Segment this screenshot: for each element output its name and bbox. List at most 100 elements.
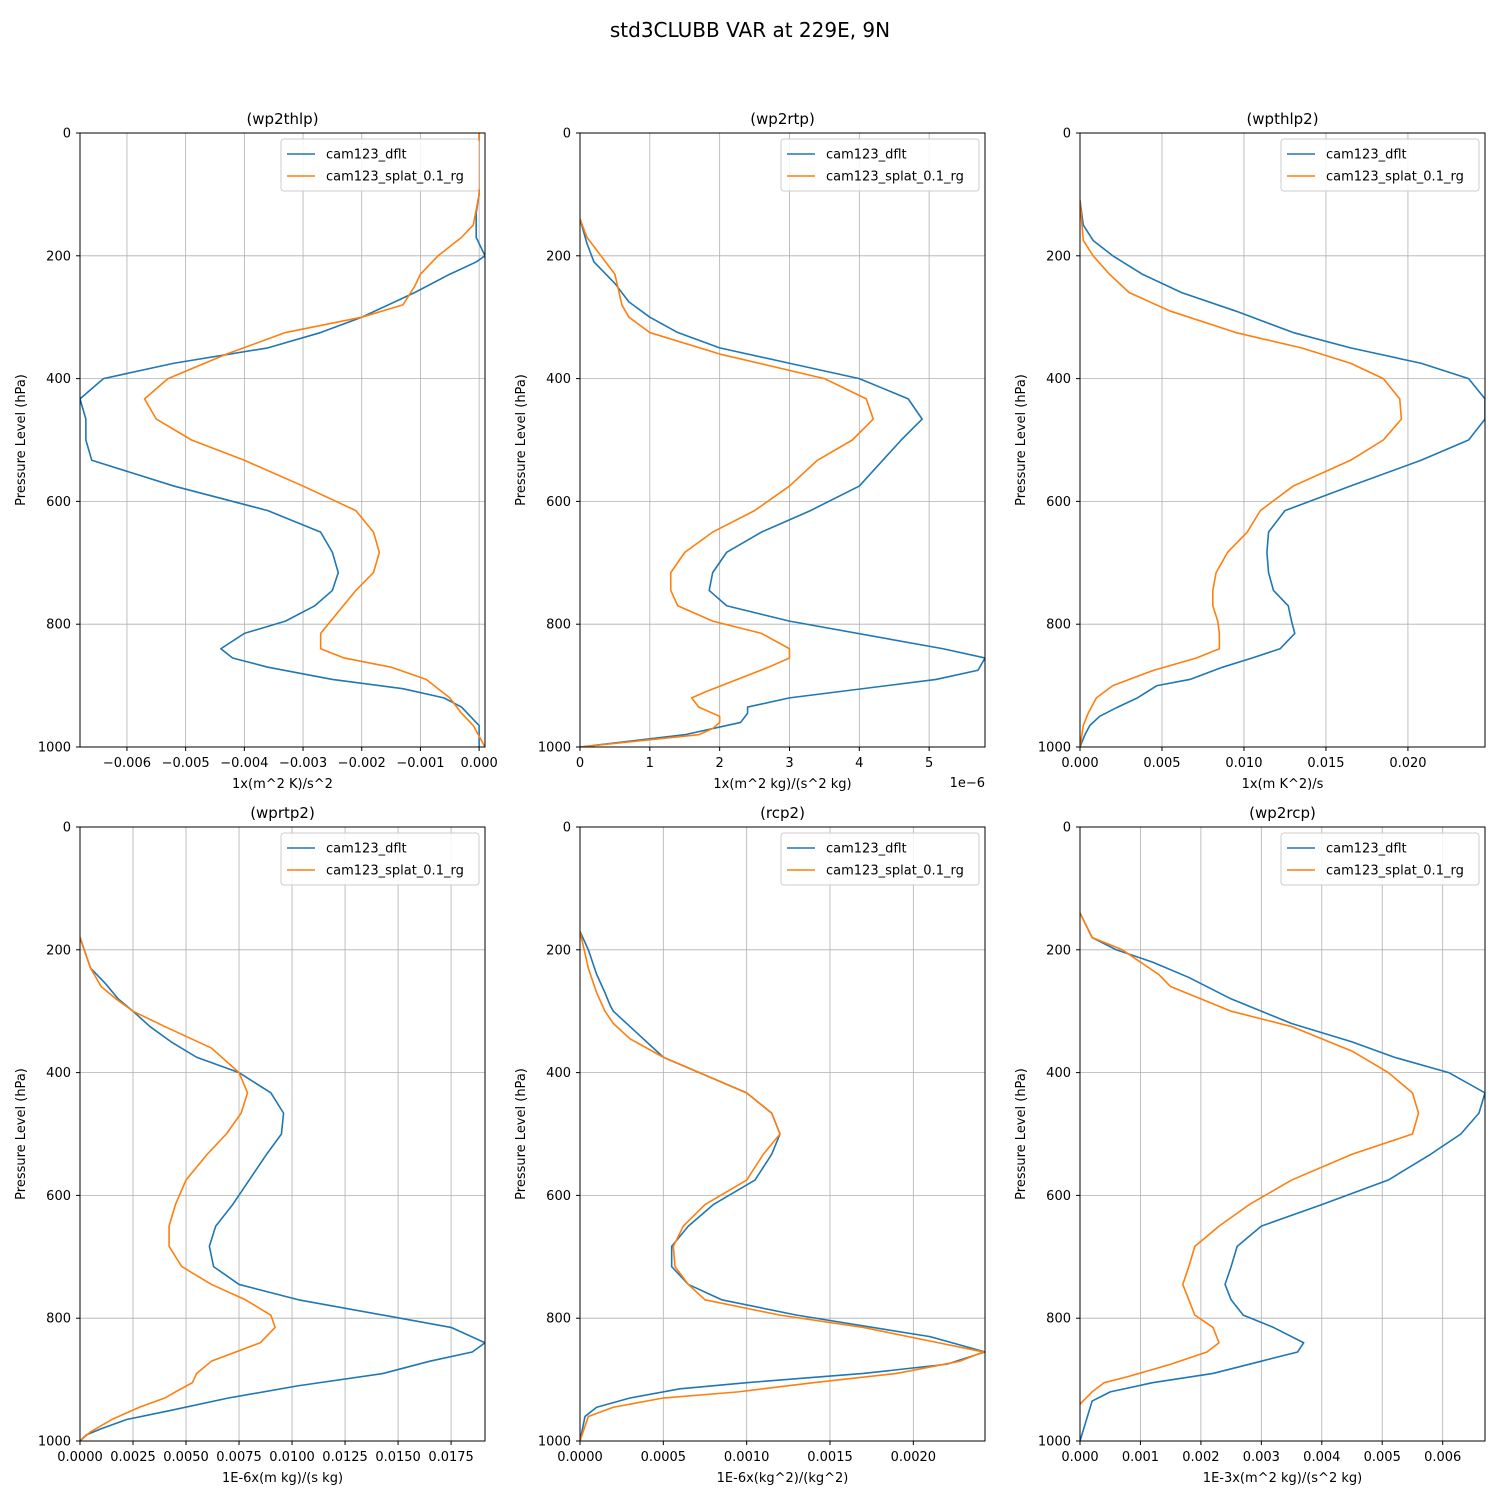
legend-label: cam123_splat_0.1_rg bbox=[326, 170, 464, 185]
legend: cam123_dflt cam123_splat_0.1_rg bbox=[280, 138, 480, 192]
legend-label: cam123_splat_0.1_rg bbox=[1326, 864, 1464, 879]
x-tick-label: 0.0125 bbox=[322, 1450, 368, 1465]
series-line-cam123_splat_0.1_rg bbox=[1080, 200, 1403, 747]
y-axis-label: Pressure Level (hPa) bbox=[14, 374, 29, 506]
x-tick-label: 0.000 bbox=[461, 756, 498, 771]
y-tick-label: 0 bbox=[63, 127, 71, 142]
series-line-cam123_splat_0.1_rg bbox=[580, 931, 985, 1441]
axes-frame bbox=[579, 132, 986, 748]
x-tick-label: 0.0020 bbox=[891, 1450, 937, 1465]
x-tick-label: 0.0025 bbox=[110, 1450, 156, 1465]
series-line-cam123_dflt bbox=[80, 937, 485, 1441]
x-tick-label: −0.004 bbox=[220, 756, 268, 771]
y-tick-label: 1000 bbox=[38, 1435, 71, 1450]
y-tick-label: 600 bbox=[46, 495, 71, 510]
subplot-title: (wp2rtp) bbox=[750, 110, 815, 128]
y-tick-label: 400 bbox=[46, 372, 71, 387]
y-axis-label: Pressure Level (hPa) bbox=[514, 374, 529, 506]
x-tick-label: 0.000 bbox=[1061, 1450, 1098, 1465]
y-tick-label: 1000 bbox=[538, 1435, 571, 1450]
legend-box bbox=[780, 138, 980, 192]
y-tick-label: 600 bbox=[546, 1189, 571, 1204]
series-line-cam123_dflt bbox=[1080, 912, 1485, 1441]
x-offset-label: 1e−6 bbox=[950, 776, 985, 791]
x-tick-label: 0.0075 bbox=[216, 1450, 262, 1465]
x-tick-label: 0.003 bbox=[1243, 1450, 1280, 1465]
legend-label: cam123_splat_0.1_rg bbox=[826, 170, 964, 185]
y-tick-label: 1000 bbox=[38, 741, 71, 756]
subplot-2: 0 1 2 3 4 5 0 200 400 600 800 1000 (wp2rtp) 1x(m^2 kg… bbox=[514, 110, 986, 792]
x-tick-label: 0.010 bbox=[1225, 756, 1262, 771]
legend-label: cam123_splat_0.1_rg bbox=[1326, 170, 1464, 185]
y-tick-label: 200 bbox=[46, 249, 71, 264]
x-tick-label: 1 bbox=[646, 756, 654, 771]
legend-box bbox=[1280, 138, 1480, 192]
axes-frame bbox=[79, 132, 486, 748]
y-tick-label: 800 bbox=[1046, 618, 1071, 633]
y-tick-label: 1000 bbox=[1038, 1435, 1071, 1450]
subplot-title: (rcp2) bbox=[760, 804, 805, 822]
x-tick-label: 3 bbox=[785, 756, 793, 771]
x-tick-label: 0.001 bbox=[1122, 1450, 1159, 1465]
y-tick-label: 1000 bbox=[1038, 741, 1071, 756]
x-tick-label: −0.002 bbox=[338, 756, 386, 771]
y-tick-label: 400 bbox=[1046, 372, 1071, 387]
legend-box bbox=[1280, 832, 1480, 886]
y-tick-label: 800 bbox=[1046, 1312, 1071, 1327]
x-tick-label: 0.0000 bbox=[57, 1450, 103, 1465]
subplot-5: 0.0000 0.0005 0.0010 0.0015 0.0020 0 200 400 600… bbox=[514, 804, 986, 1486]
series-line-cam123_splat_0.1_rg bbox=[1080, 912, 1420, 1405]
x-tick-label: 2 bbox=[716, 756, 724, 771]
x-tick-label: 0.0005 bbox=[641, 1450, 687, 1465]
x-tick-label: 0.0000 bbox=[557, 1450, 603, 1465]
x-tick-label: 0.015 bbox=[1307, 756, 1344, 771]
legend-box bbox=[780, 832, 980, 886]
axes-frame bbox=[79, 826, 486, 1442]
x-tick-label: −0.005 bbox=[162, 756, 210, 771]
subplot-title: (wp2rcp) bbox=[1249, 804, 1316, 822]
subplot-title: (wpthlp2) bbox=[1246, 110, 1318, 128]
x-tick-label: −0.006 bbox=[103, 756, 151, 771]
x-tick-label: −0.003 bbox=[279, 756, 327, 771]
y-tick-label: 200 bbox=[546, 943, 571, 958]
subplot-6: 0.000 0.001 0.002 0.003 0.004 0.005 0.006 0 200 4… bbox=[1014, 804, 1486, 1486]
legend: cam123_dflt cam123_splat_0.1_rg bbox=[1280, 832, 1480, 886]
series-line-cam123_splat_0.1_rg bbox=[143, 133, 485, 747]
legend-label: cam123_splat_0.1_rg bbox=[826, 864, 964, 879]
legend-label: cam123_dflt bbox=[826, 842, 907, 857]
y-tick-label: 600 bbox=[46, 1189, 71, 1204]
x-axis-label: 1x(m^2 K)/s^2 bbox=[232, 777, 333, 792]
y-axis-label: Pressure Level (hPa) bbox=[1014, 374, 1029, 506]
series-line-cam123_dflt bbox=[80, 133, 485, 747]
x-axis-label: 1x(m^2 kg)/(s^2 kg) bbox=[713, 777, 851, 792]
x-tick-label: 0.000 bbox=[1061, 756, 1098, 771]
y-tick-label: 800 bbox=[46, 618, 71, 633]
legend-box bbox=[280, 832, 480, 886]
x-tick-label: 0.0015 bbox=[807, 1450, 853, 1465]
legend-box bbox=[280, 138, 480, 192]
y-tick-label: 600 bbox=[1046, 1189, 1071, 1204]
y-tick-label: 0 bbox=[63, 821, 71, 836]
y-tick-label: 0 bbox=[563, 821, 571, 836]
y-tick-label: 600 bbox=[1046, 495, 1071, 510]
x-tick-label: 0.006 bbox=[1424, 1450, 1461, 1465]
legend-label: cam123_splat_0.1_rg bbox=[326, 864, 464, 879]
y-tick-label: 200 bbox=[1046, 943, 1071, 958]
y-axis-label: Pressure Level (hPa) bbox=[14, 1068, 29, 1200]
x-tick-label: 0.0175 bbox=[428, 1450, 474, 1465]
x-tick-label: 0.0100 bbox=[269, 1450, 315, 1465]
x-tick-label: 0.002 bbox=[1182, 1450, 1219, 1465]
y-tick-label: 600 bbox=[546, 495, 571, 510]
legend-label: cam123_dflt bbox=[1326, 842, 1407, 857]
axes-frame bbox=[1079, 132, 1486, 748]
series-line-cam123_dflt bbox=[580, 218, 985, 747]
x-axis-label: 1x(m K^2)/s bbox=[1242, 777, 1324, 792]
figure-title: std3CLUBB VAR at 229E, 9N bbox=[610, 18, 890, 42]
y-tick-label: 400 bbox=[546, 372, 571, 387]
legend: cam123_dflt cam123_splat_0.1_rg bbox=[780, 832, 980, 886]
y-tick-label: 1000 bbox=[538, 741, 571, 756]
legend-label: cam123_dflt bbox=[326, 148, 407, 163]
